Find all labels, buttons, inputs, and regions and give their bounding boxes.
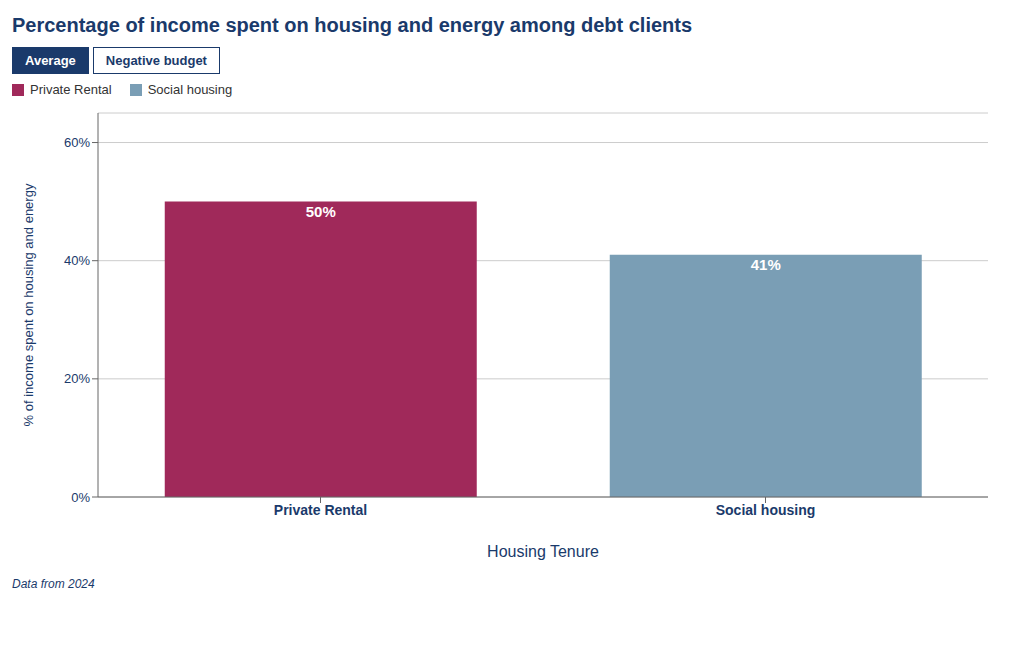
svg-text:20%: 20%: [64, 371, 90, 386]
svg-text:41%: 41%: [751, 256, 781, 273]
svg-text:60%: 60%: [64, 135, 90, 150]
svg-text:Social housing: Social housing: [716, 502, 816, 518]
html-text:Percentage of income spent on: Percentage of income spent on housing an…: [12, 14, 693, 36]
svg-text:0%: 0%: [71, 490, 90, 505]
svg-text:40%: 40%: [64, 253, 90, 268]
html-text:Private Rental: Private Rental: [30, 82, 112, 97]
html-text:Average: Average: [25, 53, 76, 68]
svg-text:50%: 50%: [306, 203, 336, 220]
svg-text:Private Rental: Private Rental: [274, 502, 367, 518]
svg-text:Housing Tenure: Housing Tenure: [487, 543, 599, 560]
html-text:Social housing: Social housing: [147, 82, 233, 97]
html-text:Negative budget: Negative budget: [105, 53, 207, 68]
svg-text:% of income spent on housing a: % of income spent on housing and energy: [21, 183, 36, 426]
html-text:Data from 2024: Data from 2024: [12, 577, 95, 591]
